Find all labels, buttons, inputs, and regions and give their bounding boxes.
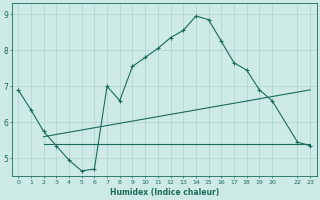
X-axis label: Humidex (Indice chaleur): Humidex (Indice chaleur) [109, 188, 219, 197]
